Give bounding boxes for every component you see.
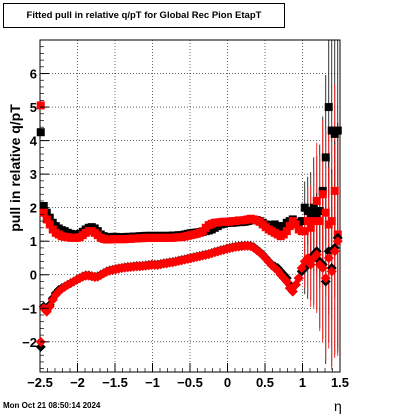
data-point-diamond	[323, 252, 334, 263]
data-point-diamond	[317, 263, 328, 274]
data-point-diamond	[332, 236, 343, 247]
x-tick-label: 1.5	[331, 375, 349, 390]
x-tick-label: 0.5	[256, 375, 274, 390]
data-markers	[35, 101, 343, 352]
y-tick-label: 6	[30, 67, 37, 82]
y-axis-label: pull in relative q/pT	[7, 104, 23, 232]
x-axis-label: η	[334, 398, 342, 414]
x-tick-label: −2.5	[27, 375, 53, 390]
data-point-square	[39, 202, 48, 210]
data-point-square	[312, 196, 321, 205]
data-point-square	[306, 223, 315, 232]
data-point-diamond	[293, 273, 304, 284]
data-point-diamond	[311, 249, 322, 260]
data-point-diamond	[320, 273, 331, 284]
data-point-square	[42, 215, 51, 224]
x-tick-label: 1	[299, 375, 306, 390]
y-tick-label: 3	[30, 167, 37, 182]
data-point-square	[309, 203, 318, 212]
axis-ticks: −2.5 −2 −1.5 −1 −0.5 0 0.5 1 1.5 −2 −1 0 1 2 3 4 5 6	[22, 46, 349, 390]
data-point-square	[330, 186, 339, 195]
data-point-square	[285, 222, 294, 231]
data-point-square	[39, 208, 48, 217]
x-tick-label: −1	[145, 375, 160, 390]
x-tick-label: 0	[224, 375, 231, 390]
data-point-square	[291, 220, 300, 229]
y-tick-label: 0	[30, 268, 37, 283]
data-point-square	[282, 227, 291, 236]
x-tick-label: −2	[70, 375, 85, 390]
data-point-square	[321, 208, 330, 217]
data-point-diamond	[326, 266, 337, 277]
data-point-square	[36, 101, 45, 110]
chart-title-box: Fitted pull in relative q/pT for Global …	[3, 3, 285, 28]
data-point-square	[36, 128, 45, 137]
chart-title: Fitted pull in relative q/pT for Global …	[26, 10, 262, 21]
data-point-square	[318, 190, 327, 199]
y-tick-label: 2	[30, 201, 37, 216]
y-tick-label: −1	[22, 301, 37, 316]
data-point-square	[300, 227, 309, 236]
error-bars	[304, 40, 339, 370]
data-point-square	[315, 207, 324, 216]
data-point-square	[321, 153, 330, 162]
x-tick-label: −1.5	[102, 375, 128, 390]
data-point-square	[327, 217, 336, 226]
data-point-square	[306, 210, 315, 219]
data-point-square	[303, 217, 312, 226]
y-tick-label: 4	[30, 134, 38, 149]
data-point-square	[315, 217, 324, 226]
x-tick-label: −0.5	[177, 375, 203, 390]
data-point-square	[333, 126, 342, 135]
data-point-square	[297, 217, 306, 226]
data-point-diamond	[35, 341, 46, 352]
grid-lines	[40, 40, 340, 372]
data-point-diamond	[329, 246, 340, 257]
data-point-square	[324, 103, 333, 112]
data-point-square	[309, 217, 318, 226]
y-tick-label: −2	[22, 335, 37, 350]
data-point-square	[45, 220, 54, 229]
timestamp-footer: Mon Oct 21 08:50:14 2024	[3, 401, 101, 410]
y-tick-label: 5	[30, 100, 37, 115]
y-tick-label: 1	[30, 234, 37, 249]
